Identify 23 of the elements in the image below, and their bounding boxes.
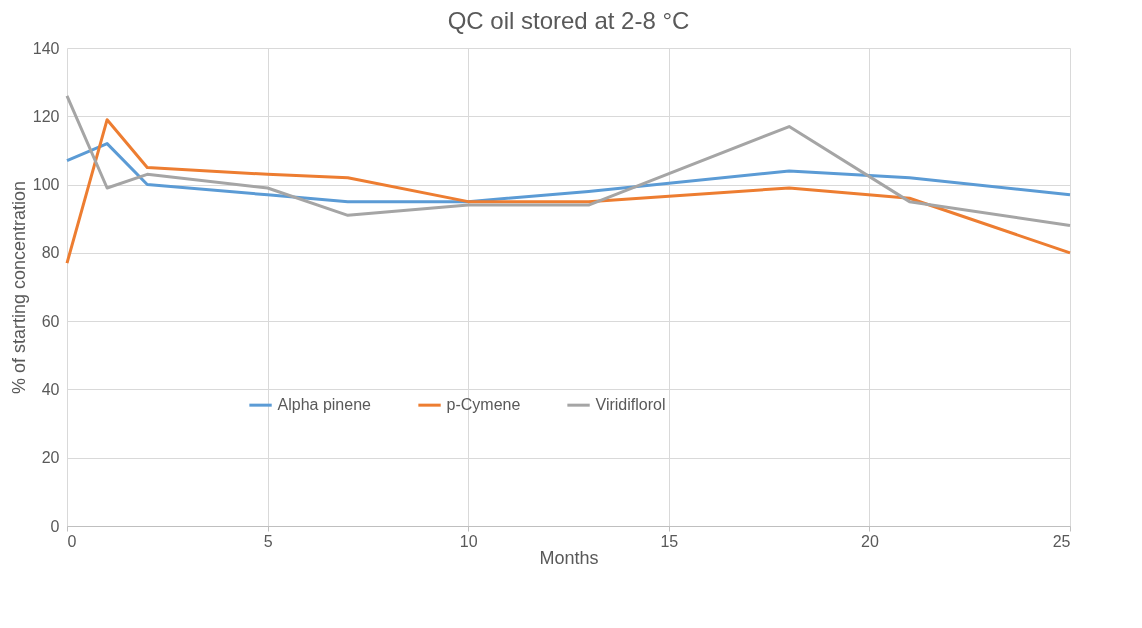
x-tick-label: 20	[861, 532, 879, 550]
legend-label: p-Cymene	[446, 396, 521, 414]
y-tick-label: 0	[50, 517, 60, 535]
y-tick-label: 80	[41, 244, 60, 262]
x-tick-label: 10	[459, 532, 478, 550]
x-tick-label: 15	[660, 532, 679, 550]
y-tick-label: 120	[32, 107, 60, 125]
x-tick-label: 5	[263, 532, 273, 550]
x-tick-label: 0	[67, 532, 77, 550]
y-tick-label: 20	[41, 449, 60, 467]
x-tick-label: 25	[1052, 532, 1071, 550]
line-series	[65, 118, 1072, 265]
y-tick-label: 100	[32, 176, 60, 194]
legend-label: Viridiflorol	[595, 396, 666, 414]
y-tick-label: 40	[41, 380, 60, 398]
line-series	[65, 142, 1072, 204]
y-tick-label: 60	[41, 312, 60, 330]
chart-title: QC oil stored at 2-8 °C	[447, 7, 690, 34]
x-axis-title: Months	[539, 547, 599, 568]
y-tick-label: 140	[32, 39, 60, 57]
y-axis-title: % of starting concentration	[8, 180, 29, 395]
line-series	[65, 94, 1072, 228]
legend-label: Alpha pinene	[277, 396, 372, 414]
